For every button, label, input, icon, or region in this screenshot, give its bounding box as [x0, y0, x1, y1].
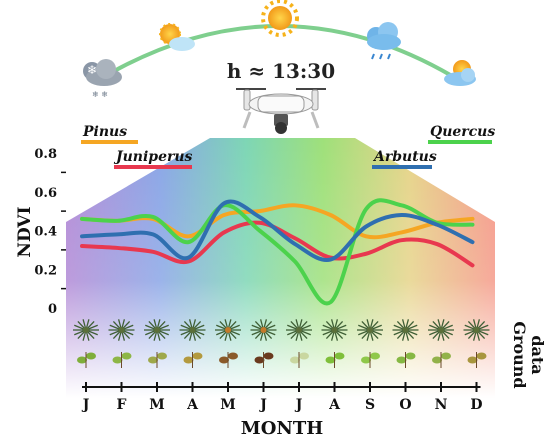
legend-label-arbutus: Arbutus — [372, 149, 437, 165]
sun-icon — [261, 0, 299, 37]
legend-label-juniperus: Juniperus — [113, 149, 193, 165]
drone-icon — [236, 88, 326, 134]
pine-needles-icon — [215, 319, 241, 341]
leaf-sample-icon — [290, 352, 309, 368]
leaf-sample-icon — [467, 352, 487, 368]
svg-text:❄: ❄ — [87, 63, 97, 77]
legend-label-quercus: Quercus — [430, 124, 495, 140]
sunset-cloud-icon — [444, 60, 476, 86]
x-tick-label: J — [81, 397, 90, 413]
x-tick-label: M — [149, 397, 165, 413]
leaf-sample-icon — [219, 352, 238, 368]
leaf-sample-icon — [77, 352, 96, 368]
pine-needles-icon — [144, 319, 170, 341]
y-tick-label: 0 — [48, 302, 57, 317]
series-line-pinus — [80, 203, 475, 240]
pine-needles-icon — [357, 319, 383, 341]
leaf-sample-icon — [361, 352, 380, 368]
y-axis: 0 0.2 0.4 0.6 0.8 — [34, 147, 66, 317]
pine-needles-icon — [179, 319, 206, 341]
snow-cloud-icon: ❄ ❄ ❄ — [83, 59, 122, 99]
leaf-sample-icon — [183, 352, 203, 368]
ground-data-row — [73, 319, 490, 368]
pine-needles-icon — [73, 319, 99, 341]
series-line-quercus — [80, 198, 475, 306]
x-tick-label: M — [220, 397, 236, 413]
x-axis-title: MONTH — [241, 418, 323, 439]
pine-needles-icon — [108, 319, 135, 341]
series-lines — [80, 198, 475, 306]
legend: Pinus Juniperus Quercus Arbutus — [81, 124, 495, 169]
x-tick-label: O — [399, 397, 411, 413]
ground-data-label: Ground data — [510, 321, 547, 388]
y-axis-title: NDVI — [15, 206, 35, 257]
leaf-sample-icon — [432, 352, 451, 368]
pine-needles-icon — [428, 319, 454, 341]
pine-needles-icon — [250, 319, 277, 341]
flight-time-label: h ≈ 13:30 — [227, 59, 335, 83]
y-tick-label: 0.4 — [34, 225, 57, 240]
pine-needles-icon — [392, 319, 419, 341]
x-tick-label: F — [117, 397, 127, 413]
leaf-sample-icon — [325, 352, 345, 368]
x-tick-label: D — [470, 397, 482, 413]
x-tick-label: A — [328, 397, 341, 413]
sun-cloud-icon — [159, 23, 195, 51]
svg-text:❄ ❄: ❄ ❄ — [92, 90, 108, 99]
rain-cloud-icon — [367, 22, 401, 60]
x-tick-label: A — [186, 397, 199, 413]
leaf-sample-icon — [148, 352, 167, 368]
y-tick-label: 0.6 — [34, 186, 57, 201]
y-tick-label: 0.8 — [34, 147, 57, 162]
leaf-sample-icon — [112, 352, 132, 368]
ground-data-label-line1: Ground — [510, 321, 529, 388]
series-line-arbutus — [80, 199, 475, 263]
y-tick-label: 0.2 — [34, 263, 57, 278]
ground-data-label-line2: data — [528, 335, 547, 374]
pine-needles-icon — [286, 319, 312, 341]
x-tick-label: J — [258, 397, 267, 413]
pine-needles-icon — [463, 319, 490, 341]
leaf-sample-icon — [396, 352, 416, 368]
x-tick-label: J — [294, 397, 303, 413]
legend-label-pinus: Pinus — [82, 124, 127, 140]
x-tick-label: N — [435, 397, 448, 413]
pine-needles-icon — [321, 319, 348, 341]
leaf-sample-icon — [254, 352, 274, 368]
x-tick-label: S — [365, 397, 375, 413]
